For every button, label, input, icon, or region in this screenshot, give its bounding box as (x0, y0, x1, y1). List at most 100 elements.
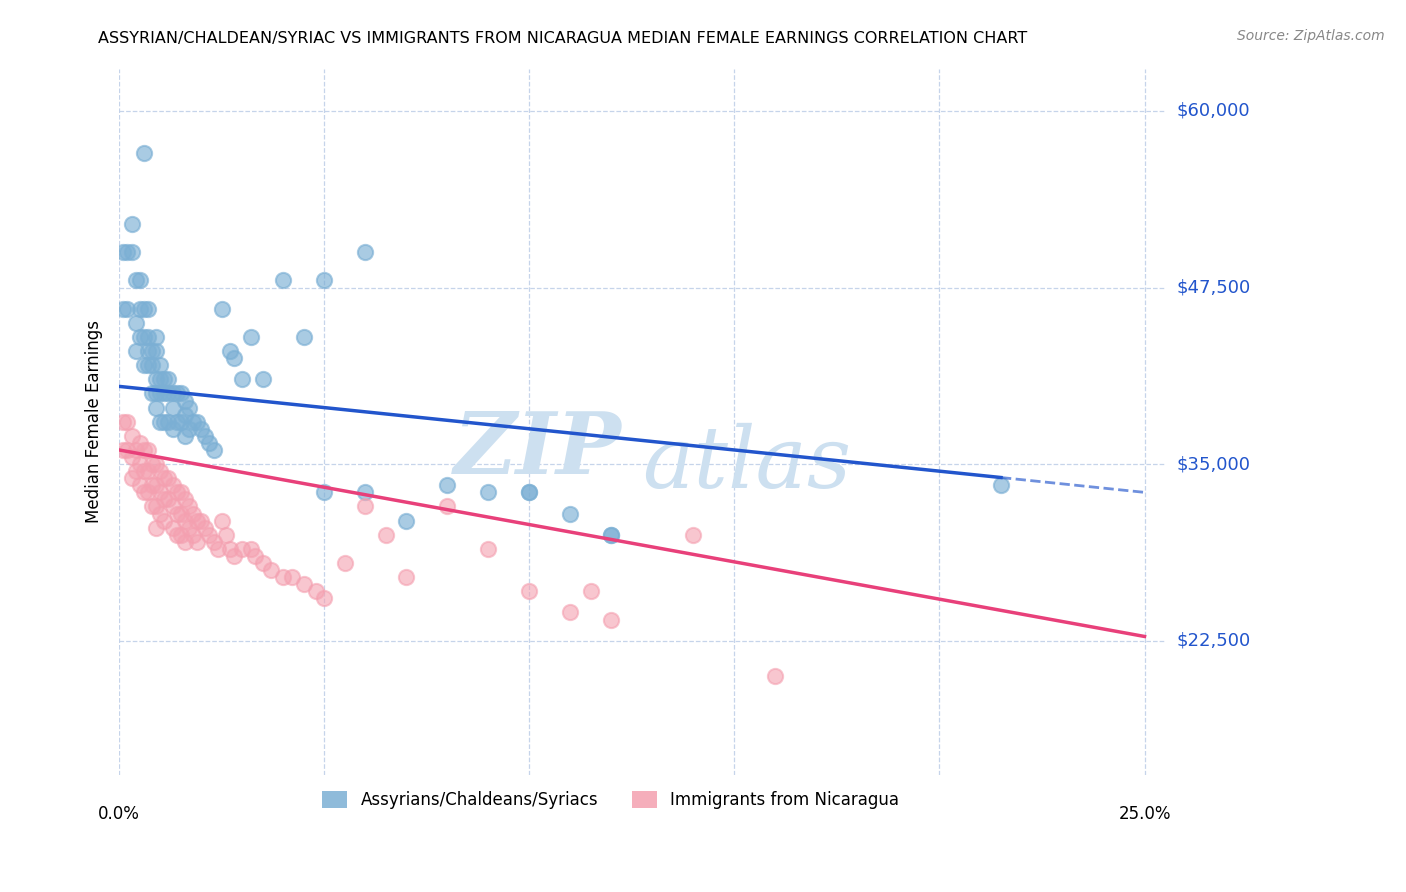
Point (211, 514, 233, 528)
Point (141, 358, 163, 372)
Point (173, 429, 195, 443)
Point (519, 485, 541, 500)
Point (141, 386, 163, 401)
Point (519, 584, 541, 599)
Point (186, 514, 208, 528)
Point (132, 442, 155, 457)
Point (170, 527, 193, 541)
Point (186, 415, 208, 429)
Point (132, 464, 155, 478)
Point (177, 500, 200, 514)
Point (124, 344, 146, 359)
Point (145, 457, 167, 471)
Point (153, 471, 176, 485)
Point (190, 514, 212, 528)
Point (157, 386, 180, 401)
Point (273, 570, 295, 584)
Point (177, 521, 200, 535)
Point (136, 330, 159, 344)
Point (136, 344, 159, 359)
Point (145, 500, 167, 514)
Point (314, 273, 336, 287)
Point (186, 534, 208, 549)
Point (136, 485, 159, 500)
Point (153, 492, 176, 507)
Point (202, 534, 225, 549)
Point (162, 521, 184, 535)
Point (219, 541, 242, 556)
Point (600, 613, 623, 627)
Point (128, 436, 150, 450)
Point (157, 492, 180, 507)
Point (166, 485, 188, 500)
Point (211, 301, 233, 316)
Point (117, 415, 139, 429)
Point (198, 436, 221, 450)
Point (128, 273, 150, 287)
Point (112, 301, 135, 316)
Point (162, 401, 184, 415)
Point (190, 422, 212, 436)
Point (436, 478, 458, 492)
Point (239, 541, 262, 556)
Point (141, 478, 163, 492)
Point (132, 358, 155, 372)
Point (121, 217, 143, 231)
Point (181, 415, 204, 429)
Point (117, 245, 139, 260)
Point (166, 507, 188, 521)
Point (170, 415, 193, 429)
Text: atlas: atlas (643, 423, 851, 506)
Point (395, 514, 418, 528)
Point (145, 521, 167, 535)
Point (149, 507, 172, 521)
Point (181, 527, 204, 541)
Point (215, 527, 238, 541)
Point (124, 442, 146, 457)
Point (239, 330, 262, 344)
Point (121, 429, 143, 443)
Point (194, 429, 217, 443)
Point (173, 408, 195, 422)
Point (314, 591, 336, 606)
Point (292, 330, 315, 344)
Point (121, 245, 143, 260)
Point (560, 606, 582, 620)
Text: Source: ZipAtlas.com: Source: ZipAtlas.com (1237, 29, 1385, 43)
Point (436, 500, 458, 514)
Point (292, 577, 315, 591)
Point (149, 372, 172, 386)
Point (145, 401, 167, 415)
Point (166, 527, 188, 541)
Point (112, 245, 135, 260)
Text: $60,000: $60,000 (1177, 102, 1250, 120)
Point (157, 415, 180, 429)
Point (145, 330, 167, 344)
Text: $22,500: $22,500 (1177, 632, 1250, 649)
Point (153, 372, 176, 386)
Y-axis label: Median Female Earnings: Median Female Earnings (86, 320, 103, 524)
Point (162, 500, 184, 514)
Point (128, 330, 150, 344)
Point (132, 485, 155, 500)
Point (145, 344, 167, 359)
Point (600, 527, 623, 541)
Point (162, 386, 184, 401)
Point (305, 584, 328, 599)
Point (224, 549, 246, 563)
Point (136, 442, 159, 457)
Point (477, 541, 499, 556)
Point (157, 471, 180, 485)
Point (149, 415, 172, 429)
Point (202, 442, 225, 457)
Point (219, 344, 242, 359)
Text: 0.0%: 0.0% (98, 805, 141, 823)
Point (112, 442, 135, 457)
Text: 25.0%: 25.0% (1118, 805, 1171, 823)
Point (145, 386, 167, 401)
Point (682, 527, 704, 541)
Point (136, 358, 159, 372)
Point (477, 485, 499, 500)
Point (132, 301, 155, 316)
Point (124, 273, 146, 287)
